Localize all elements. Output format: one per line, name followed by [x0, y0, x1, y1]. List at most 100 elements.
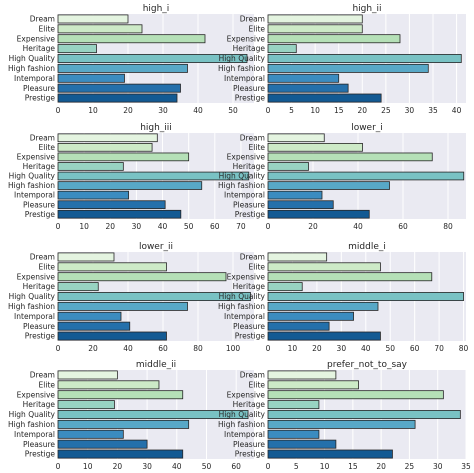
x-tick-label: 50 — [385, 344, 395, 353]
x-tick-label: 30 — [158, 106, 168, 115]
x-tick-label: 30 — [132, 222, 142, 231]
bar-high-fashion — [57, 301, 188, 311]
panel-3: high_iiiDreamEliteExpensiveHeritageHigh … — [8, 123, 254, 231]
bar-heritage — [267, 162, 309, 171]
category-label: High fashion — [218, 420, 265, 429]
bar-prestige — [57, 209, 182, 219]
bar-high-quality — [57, 54, 248, 63]
panel-5: lower_iiDreamEliteExpensiveHeritageHigh … — [8, 242, 254, 353]
bar-high-fashion — [57, 419, 190, 429]
x-tick-label: 20 — [105, 222, 115, 231]
bar-high-fashion — [267, 63, 429, 73]
bar-prestige — [267, 449, 393, 459]
bar-expensive — [267, 34, 401, 44]
x-tick-label: 30 — [433, 462, 443, 471]
panel-title: lower_ii — [139, 242, 173, 252]
category-label: Pleasure — [23, 440, 55, 449]
bar-expensive — [57, 390, 184, 400]
category-label: Prestige — [235, 94, 266, 103]
x-tick-label: 10 — [288, 344, 298, 353]
bar-elite — [267, 262, 381, 272]
category-label: Prestige — [235, 210, 266, 219]
x-tick-label: 50 — [228, 106, 238, 115]
bar-intemporal — [267, 311, 354, 321]
x-tick-label: 40 — [123, 344, 133, 353]
bar-pleasure — [267, 83, 349, 93]
bar-prestige — [57, 93, 178, 103]
category-label: Heritage — [23, 162, 56, 171]
x-tick-label: 10 — [310, 106, 320, 115]
bar-pleasure — [57, 200, 166, 209]
bar-heritage — [57, 400, 115, 410]
bar-elite — [267, 380, 359, 390]
category-label: Prestige — [235, 450, 266, 459]
x-tick-label: 20 — [123, 106, 133, 115]
bar-high-fashion — [57, 63, 188, 73]
x-tick-label: 35 — [428, 106, 438, 115]
category-label: Prestige — [25, 94, 56, 103]
x-tick-label: 10 — [88, 106, 98, 115]
bar-expensive — [57, 272, 227, 282]
category-label: Dream — [240, 133, 265, 142]
category-label: Expensive — [17, 390, 56, 399]
bar-high-fashion — [267, 419, 416, 429]
bar-intemporal — [267, 190, 323, 200]
x-tick-label: 40 — [452, 106, 462, 115]
panel-8: prefer_not_to_say DreamEliteExpensiveHeri… — [218, 360, 471, 471]
x-tick-label: 25 — [405, 462, 415, 471]
bar-elite — [57, 143, 153, 152]
x-tick-label: 40 — [353, 222, 363, 231]
bar-high-quality — [57, 171, 250, 181]
category-label: Expensive — [17, 34, 56, 43]
x-tick-label: 5 — [289, 106, 294, 115]
category-label: Intemporal — [14, 430, 55, 439]
category-label: Pleasure — [23, 200, 55, 209]
category-label: Expensive — [227, 390, 266, 399]
category-label: Heritage — [23, 282, 56, 291]
bar-heritage — [57, 282, 99, 292]
x-tick-label: 30 — [142, 462, 152, 471]
bar-pleasure — [267, 321, 330, 331]
category-label: High fashion — [218, 181, 265, 190]
x-tick-label: 10 — [320, 462, 330, 471]
category-label: High Quality — [219, 292, 266, 301]
bar-high-fashion — [57, 181, 203, 190]
x-tick-label: 20 — [358, 106, 368, 115]
panel-6: middle_iDreamEliteExpensiveHeritageHigh … — [218, 242, 469, 353]
x-tick-label: 80 — [443, 222, 453, 231]
bar-heritage — [267, 282, 303, 292]
category-label: Heritage — [233, 282, 266, 291]
bar-dream — [267, 133, 325, 143]
category-label: Intemporal — [224, 191, 265, 200]
category-label: Intemporal — [224, 430, 265, 439]
bar-dream — [57, 14, 129, 24]
bar-elite — [57, 380, 160, 390]
category-label: Intemporal — [14, 74, 55, 83]
category-label: Intemporal — [224, 312, 265, 321]
category-label: High fashion — [8, 420, 55, 429]
category-label: Dream — [240, 15, 265, 24]
category-label: Elite — [249, 24, 266, 33]
x-tick-label: 100 — [226, 344, 241, 353]
category-label: Dream — [30, 133, 55, 142]
x-tick-label: 20 — [312, 344, 322, 353]
category-label: Elite — [39, 24, 56, 33]
category-label: Pleasure — [233, 440, 265, 449]
x-tick-label: 15 — [334, 106, 344, 115]
panel-title: high_i — [143, 4, 170, 14]
bar-expensive — [57, 152, 190, 162]
x-tick-label: 30 — [405, 106, 415, 115]
bar-heritage — [57, 44, 97, 54]
category-label: Expensive — [227, 34, 266, 43]
bar-high-quality — [267, 410, 461, 419]
x-tick-label: 0 — [266, 106, 271, 115]
category-label: Heritage — [233, 162, 266, 171]
category-label: Prestige — [235, 332, 266, 341]
category-label: Elite — [249, 143, 266, 152]
x-tick-label: 0 — [56, 106, 61, 115]
bar-high-fashion — [267, 301, 379, 311]
x-tick-label: 80 — [459, 344, 469, 353]
x-tick-label: 25 — [381, 106, 391, 115]
bar-heritage — [57, 162, 124, 171]
